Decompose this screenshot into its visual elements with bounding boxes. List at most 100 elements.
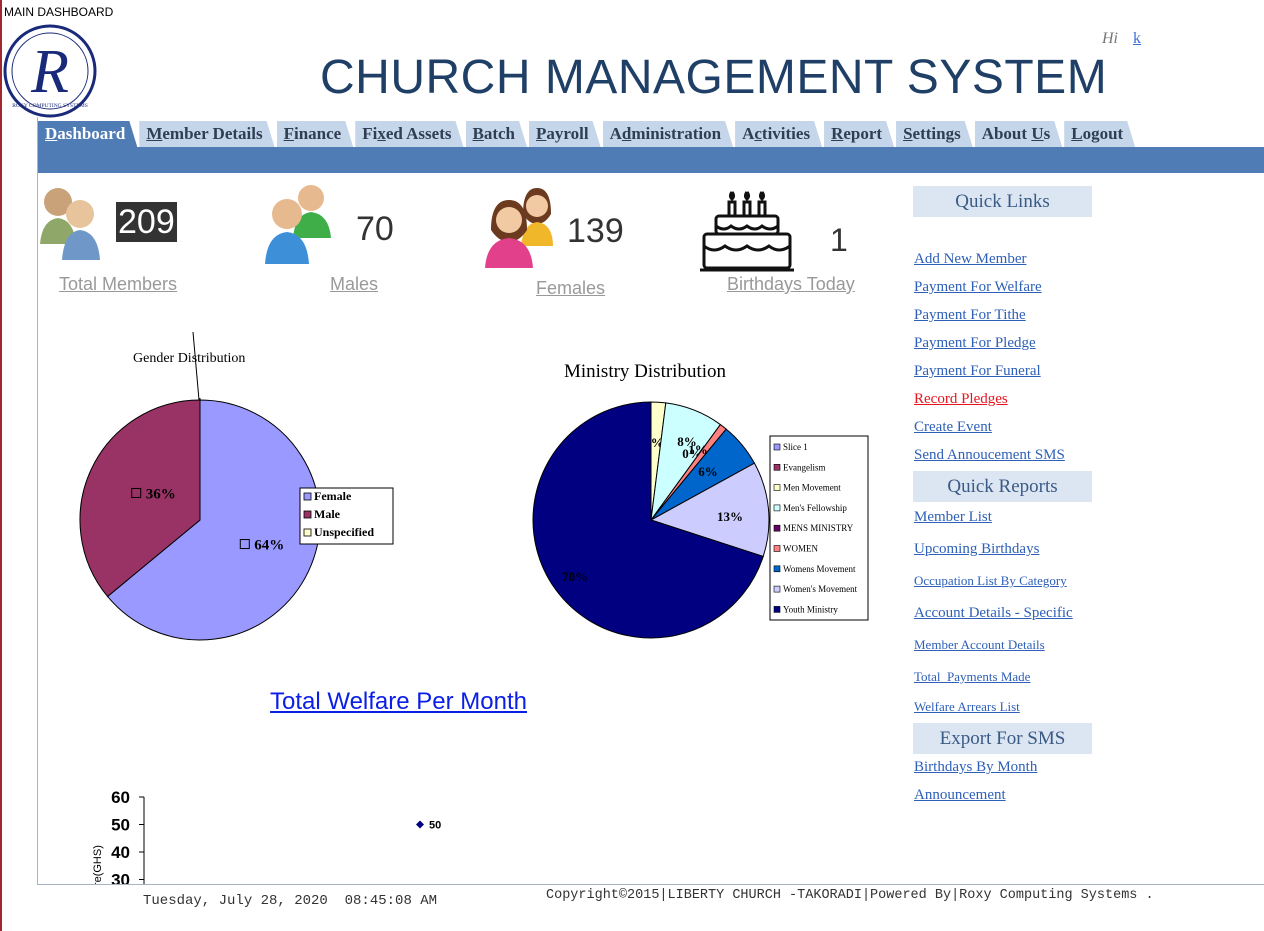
ministry-legend-swatch-womens-movement [773,565,781,573]
content-frame [37,117,1264,885]
ministry-slice-women-s-movement [649,462,770,558]
birthdays-count: 1 [830,222,848,258]
birthdays-link[interactable]: Birthdays Today [727,274,855,294]
gender-slice-female [106,399,321,641]
tab-administration[interactable]: Administration [603,121,733,147]
roxy-logo: R ROXY COMPUTING SYSTEMS [3,24,97,118]
total-members-link[interactable]: Total Members [59,274,178,294]
window-edge [0,0,2,931]
females-link[interactable]: Females [536,278,606,298]
ministry-legend-mens-ministry: MENS MINISTRY [783,523,854,533]
export-sms-heading: Export For SMS [913,723,1092,754]
tab-member-details[interactable]: Member Details [139,121,274,147]
greeting: Hi [1102,30,1118,47]
nav-bar [38,147,1264,173]
gender-legend-box [299,487,394,545]
ministry-slice-youth-ministry [532,401,764,639]
member-account-details-link[interactable]: Member Account Details [914,637,1045,652]
current-datetime: Tuesday, July 28, 2020 08:45:08 AM [143,893,438,909]
payment-welfare-link[interactable]: Payment For Welfare [914,279,1042,295]
quick-reports-heading: Quick Reports [913,471,1092,502]
gender-leader-line [192,331,200,401]
ministry-legend-swatch-men-s-fellowship [773,504,781,512]
ministry-legend-swatch-youth-ministry [773,606,781,613]
ministry-label-youth-ministry: 70% [562,569,588,584]
ministry-legend-swatch-women [773,545,781,552]
announcement-link[interactable]: Announcement [914,787,1006,803]
gender-legend-swatch-unspecified [303,528,312,537]
tab-activities[interactable]: Activities [735,121,822,147]
gender-label-key-male [131,487,142,498]
ministry-legend-swatch-slice-1 [773,443,781,451]
welfare-chart-title[interactable]: Total Welfare Per Month [270,688,528,715]
tab-about-us[interactable]: About Us [975,121,1063,147]
males-icon [263,180,335,271]
payment-tithe-link[interactable]: Payment For Tithe [914,307,1026,323]
ministry-label-men-s-fellowship: 8% [677,434,697,449]
birthday-cake-icon [698,188,796,279]
welfare-point-0 [416,820,424,829]
ministry-legend-youth-ministry: Youth Ministry [783,604,838,614]
welfare-tick-label-30: 30 [111,871,130,885]
gender-label-key-female [239,539,250,550]
gender-chart-title: Gender Distribution [133,351,245,366]
gender-legend-female: Female [314,489,352,503]
quick-links-heading: Quick Links [913,186,1092,217]
create-event-link[interactable]: Create Event [914,419,992,435]
page-title: CHURCH MANAGEMENT SYSTEM [320,51,1108,104]
tab-settings[interactable]: Settings [896,121,973,147]
copyright: Copyright©2015|LIBERTY CHURCH -TAKORADI|… [546,888,1154,903]
welfare-tick-label-50: 50 [111,816,130,835]
ministry-legend-box [769,435,869,621]
record-pledges-link[interactable]: Record Pledges [914,391,1008,407]
upcoming-birthdays-link[interactable]: Upcoming Birthdays [914,541,1040,557]
males-link[interactable]: Males [330,274,379,294]
tab-finance[interactable]: Finance [277,121,354,147]
tab-dashboard[interactable]: Dashboard [38,121,137,147]
add-new-member-link[interactable]: Add New Member [914,251,1027,267]
ministry-legend-womens-movement: Womens Movement [783,564,856,574]
females-icon [483,184,555,275]
tab-report[interactable]: Report [824,121,894,147]
ministry-legend-swatch-women-s-movement [773,585,781,593]
tab-fixed-assets[interactable]: Fixed Assets [355,121,463,147]
gender-slice-male [79,399,201,598]
logo-ring-text: ROXY COMPUTING SYSTEMS [12,103,88,109]
gender-legend-unspecified: Unspecified [314,525,374,539]
ministry-chart-title: Ministry Distribution [564,361,727,382]
ministry-legend-women: WOMEN [783,544,818,554]
username-link[interactable]: k [1133,30,1141,47]
tab-logout[interactable]: Logout [1064,121,1135,147]
tab-batch[interactable]: Batch [466,121,528,147]
ministry-chart: Ministry Distribution0%0%2%8%0%1%6%13%70… [530,355,875,660]
ministry-legend-swatch-mens-ministry [773,524,781,532]
welfare-arrears-link[interactable]: Welfare Arrears List [914,699,1020,714]
welfare-y-label: Welfare(GHS) [92,845,104,884]
welfare-tick-label-40: 40 [111,843,130,862]
welfare-tick-label-60: 60 [111,788,130,807]
ministry-legend-swatch-men-movement [773,484,781,491]
payment-funeral-link[interactable]: Payment For Funeral [914,363,1041,379]
occupation-list-link[interactable]: Occupation List By Category [914,573,1067,588]
tab-payroll[interactable]: Payroll [529,121,601,147]
gender-legend-male: Male [314,507,341,521]
ministry-legend: Slice 1 Evangelism Men Movement Men's Fello… [769,435,869,621]
payment-pledge-link[interactable]: Payment For Pledge [914,335,1036,351]
males-count: 70 [356,210,394,248]
welfare-chart: 60 50 40 30 Welfare(GHS) 50 [80,784,540,914]
ministry-label-women-s-movement: 13% [717,509,743,524]
total-payments-link[interactable]: Total Payments Made [914,669,1031,684]
gender-legend-swatch-female [303,492,312,501]
send-sms-link[interactable]: Send Annoucement SMS [914,447,1065,463]
gender-legend: Female Male Unspecified [299,487,394,545]
ministry-legend-men-s-fellowship: Men's Fellowship [783,503,847,513]
welfare-point-label-0: 50 [429,820,441,832]
ministry-label-womens-movement: 6% [698,464,718,479]
ministry-legend-evangelism: Evangelism [783,462,826,472]
member-list-link[interactable]: Member List [914,509,992,525]
members-icon [38,182,106,269]
ministry-label-women: 1% [688,442,708,457]
total-members-count: 209 [116,202,177,242]
account-details-link[interactable]: Account Details - Specific [914,605,1073,621]
birthdays-by-month-link[interactable]: Birthdays By Month [914,759,1038,775]
